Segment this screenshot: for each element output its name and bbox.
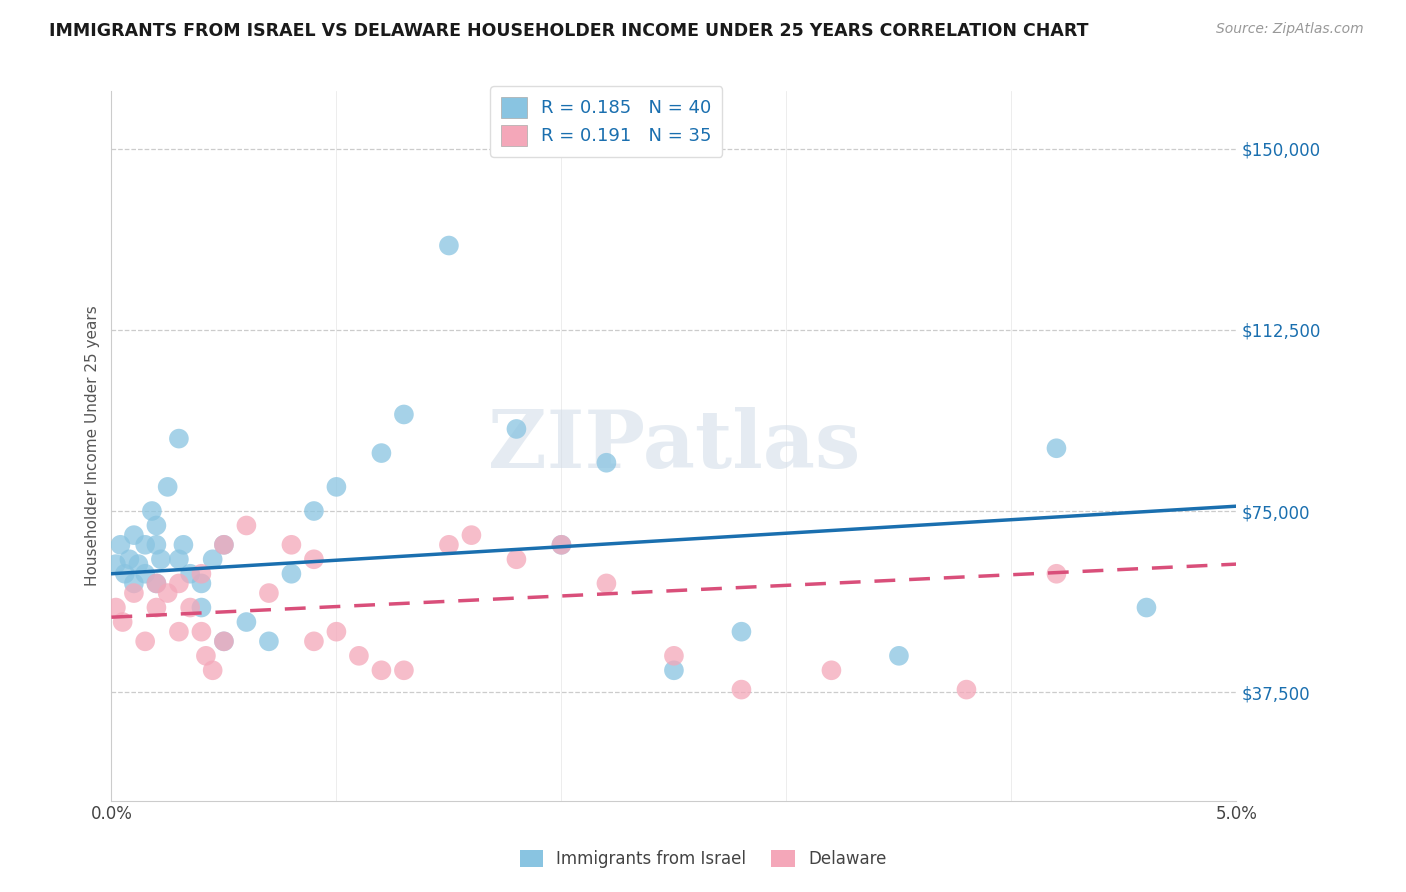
Point	[212, 634, 235, 648]
Point	[156, 586, 179, 600]
Legend: R = 0.185   N = 40, R = 0.191   N = 35: R = 0.185 N = 40, R = 0.191 N = 35	[491, 86, 723, 156]
Point	[550, 538, 572, 552]
Point	[104, 600, 127, 615]
Point	[662, 663, 685, 677]
Point	[145, 576, 167, 591]
Point	[190, 600, 212, 615]
Point	[122, 586, 145, 600]
Point	[134, 566, 156, 581]
Point	[110, 538, 132, 552]
Point	[141, 504, 163, 518]
Point	[235, 615, 257, 629]
Point	[730, 624, 752, 639]
Point	[212, 634, 235, 648]
Point	[392, 663, 415, 677]
Point	[1135, 600, 1157, 615]
Point	[167, 624, 190, 639]
Point	[172, 538, 194, 552]
Point	[505, 552, 527, 566]
Point	[149, 552, 172, 566]
Point	[201, 663, 224, 677]
Point	[201, 552, 224, 566]
Point	[595, 456, 617, 470]
Text: Source: ZipAtlas.com: Source: ZipAtlas.com	[1216, 22, 1364, 37]
Point	[1045, 566, 1067, 581]
Point	[595, 576, 617, 591]
Point	[325, 480, 347, 494]
Legend: Immigrants from Israel, Delaware: Immigrants from Israel, Delaware	[513, 843, 893, 875]
Point	[302, 504, 325, 518]
Point	[257, 634, 280, 648]
Point	[505, 422, 527, 436]
Point	[437, 238, 460, 252]
Point	[167, 552, 190, 566]
Point	[145, 538, 167, 552]
Point	[134, 538, 156, 552]
Point	[114, 566, 136, 581]
Point	[370, 663, 392, 677]
Point	[662, 648, 685, 663]
Point	[167, 432, 190, 446]
Point	[730, 682, 752, 697]
Point	[145, 576, 167, 591]
Point	[955, 682, 977, 697]
Point	[347, 648, 370, 663]
Point	[122, 528, 145, 542]
Text: IMMIGRANTS FROM ISRAEL VS DELAWARE HOUSEHOLDER INCOME UNDER 25 YEARS CORRELATION: IMMIGRANTS FROM ISRAEL VS DELAWARE HOUSE…	[49, 22, 1088, 40]
Point	[460, 528, 482, 542]
Point	[127, 557, 149, 571]
Y-axis label: Householder Income Under 25 years: Householder Income Under 25 years	[86, 305, 100, 586]
Point	[437, 538, 460, 552]
Point	[134, 634, 156, 648]
Point	[257, 586, 280, 600]
Point	[167, 576, 190, 591]
Point	[1045, 442, 1067, 456]
Point	[179, 600, 201, 615]
Point	[145, 518, 167, 533]
Point	[212, 538, 235, 552]
Point	[280, 538, 302, 552]
Point	[190, 566, 212, 581]
Point	[122, 576, 145, 591]
Point	[156, 480, 179, 494]
Text: ZIPatlas: ZIPatlas	[488, 407, 860, 485]
Point	[145, 600, 167, 615]
Point	[302, 552, 325, 566]
Point	[104, 557, 127, 571]
Point	[235, 518, 257, 533]
Point	[302, 634, 325, 648]
Point	[190, 576, 212, 591]
Point	[111, 615, 134, 629]
Point	[887, 648, 910, 663]
Point	[820, 663, 842, 677]
Point	[179, 566, 201, 581]
Point	[392, 408, 415, 422]
Point	[190, 624, 212, 639]
Point	[370, 446, 392, 460]
Point	[280, 566, 302, 581]
Point	[325, 624, 347, 639]
Point	[118, 552, 141, 566]
Point	[194, 648, 217, 663]
Point	[550, 538, 572, 552]
Point	[212, 538, 235, 552]
